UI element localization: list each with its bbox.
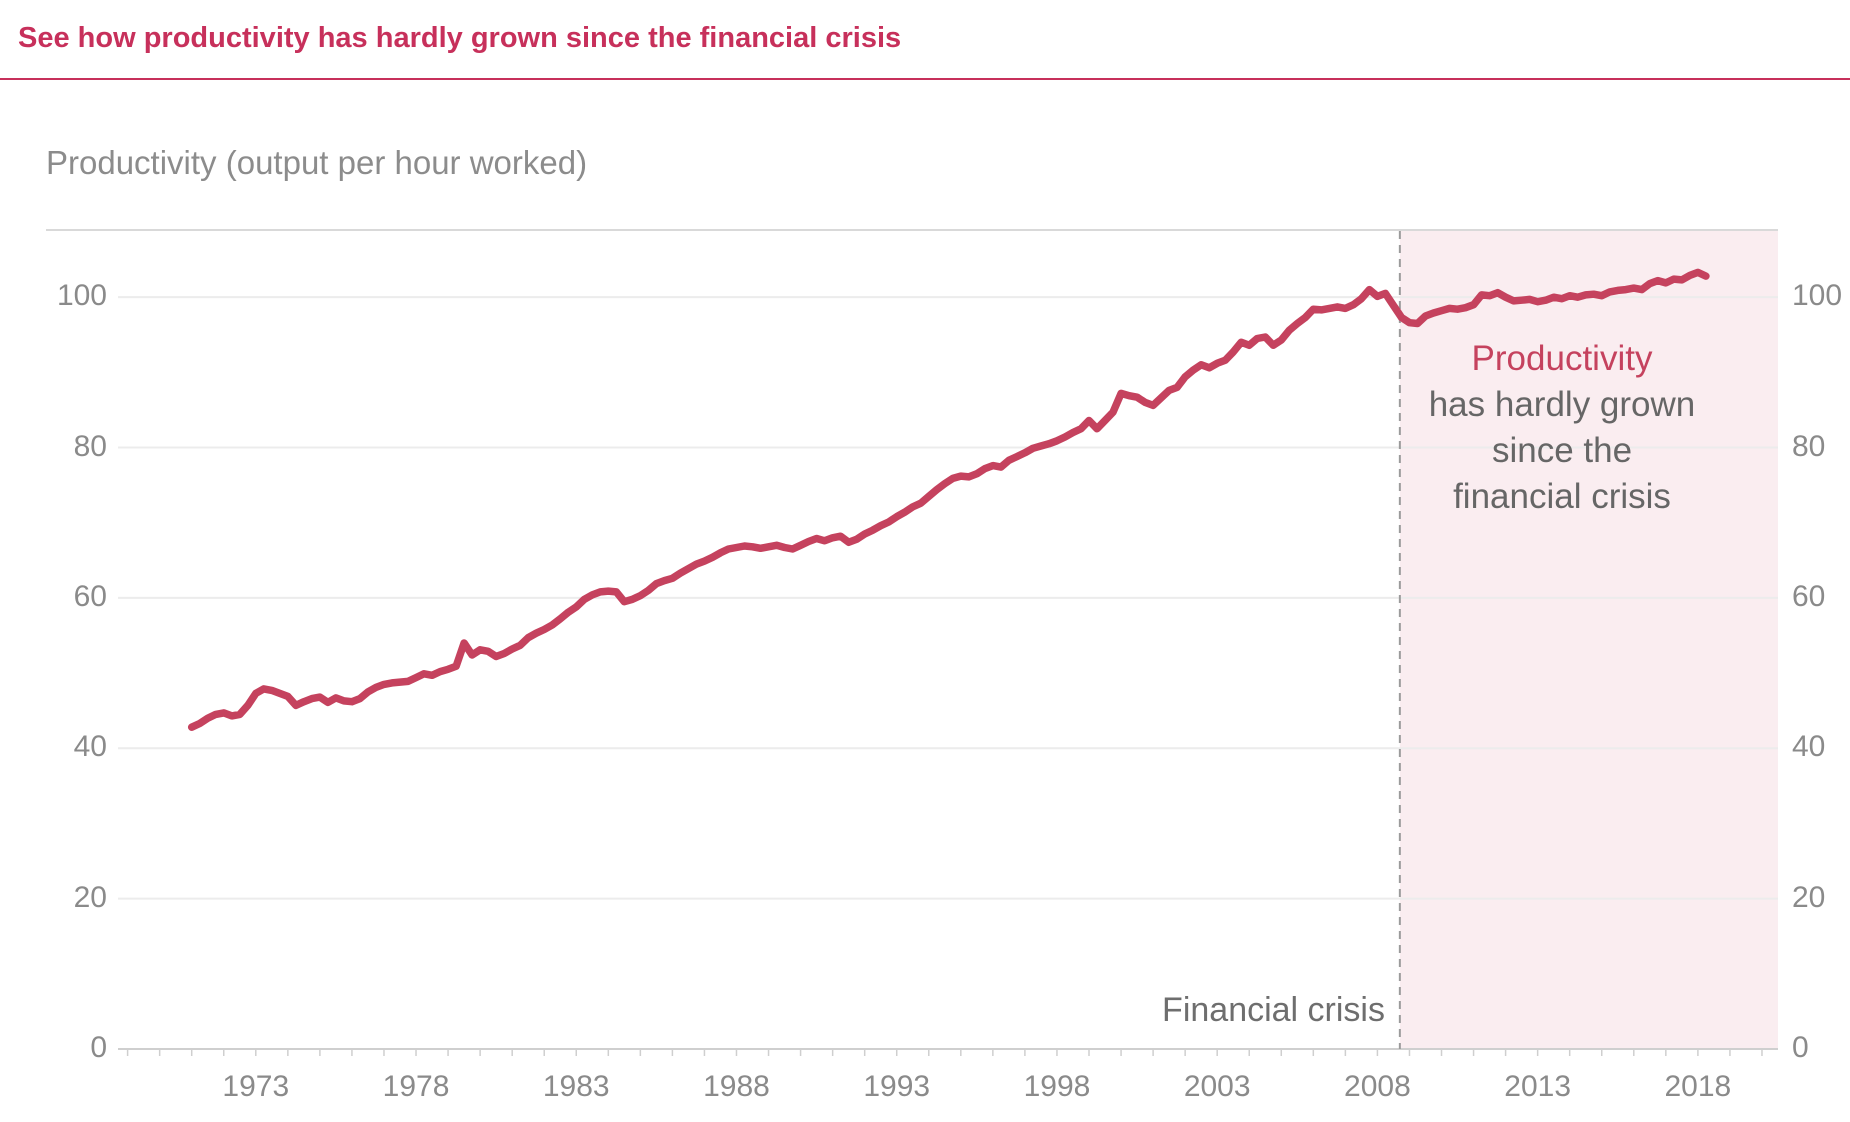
y-axis-tick-label-left: 80 xyxy=(73,429,107,463)
x-axis-tick-label: 1993 xyxy=(863,1070,931,1103)
title-rule-divider xyxy=(0,78,1850,80)
annotation-line-productivity: Productivity xyxy=(1471,339,1653,378)
annotation-line-3: since the xyxy=(1491,431,1633,470)
financial-crisis-label: Financial crisis xyxy=(1162,991,1385,1029)
x-axis-tick-label: 1983 xyxy=(542,1070,610,1103)
y-axis-tick-label-left: 60 xyxy=(73,579,107,613)
x-axis-tick-label: 1988 xyxy=(703,1070,770,1103)
x-axis-tick-label: 1978 xyxy=(382,1070,450,1103)
y-axis-tick-label-left: 100 xyxy=(56,279,107,313)
y-axis-tick-label-right: 100 xyxy=(1792,279,1843,313)
annotation-line-4: financial crisis xyxy=(1453,477,1671,516)
annotation-line-2: has hardly grown xyxy=(1428,385,1696,424)
post-crisis-shaded-region xyxy=(1399,231,1778,1049)
x-axis-tick-label: 2018 xyxy=(1664,1070,1732,1103)
y-axis-tick-label-right: 60 xyxy=(1792,579,1826,613)
y-axis-tick-label-right: 80 xyxy=(1792,429,1826,463)
page-title: See how productivity has hardly grown si… xyxy=(18,22,902,54)
y-axis-tick-label-left: 0 xyxy=(90,1031,107,1064)
y-axis-tick-label-left: 40 xyxy=(73,730,107,764)
y-axis-tick-label-left: 20 xyxy=(73,880,107,914)
chart-subtitle: Productivity (output per hour worked) xyxy=(46,144,588,181)
productivity-series-line xyxy=(187,268,1710,731)
x-axis-tick-label: 1973 xyxy=(222,1070,290,1103)
x-axis-tick-label: 2013 xyxy=(1504,1070,1572,1103)
post-crisis-annotation: Productivity has hardly grown since the … xyxy=(1412,336,1712,520)
y-axis-tick-label-right: 0 xyxy=(1792,1031,1809,1064)
y-axis-tick-label-right: 40 xyxy=(1792,730,1826,764)
x-axis-tick-label: 1998 xyxy=(1023,1070,1091,1103)
x-axis-tick-label: 2008 xyxy=(1344,1070,1411,1103)
y-axis-tick-label-right: 20 xyxy=(1792,880,1826,914)
x-axis-tick-label: 2003 xyxy=(1183,1070,1251,1103)
